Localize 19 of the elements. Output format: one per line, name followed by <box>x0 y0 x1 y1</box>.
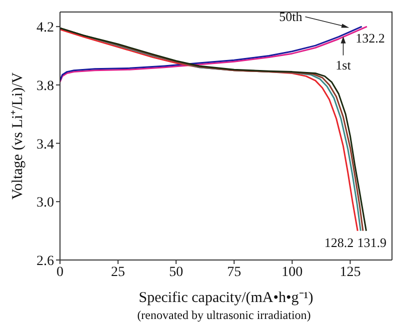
y-tick-label: 3.0 <box>36 196 54 211</box>
y-tick-label: 3.8 <box>36 78 54 94</box>
x-tick-label: 25 <box>111 264 126 280</box>
x-tick-label: 100 <box>282 264 303 280</box>
annotation: 1st <box>336 57 352 72</box>
annotation: 50th <box>279 8 303 24</box>
y-tick-label: 2.6 <box>36 254 54 269</box>
x-tick-label: 50 <box>169 264 184 280</box>
y-tick-label: 3.4 <box>36 137 54 152</box>
text: (renovated by ultrasonic irradiation) <box>136 308 312 323</box>
x-tick-label: 75 <box>227 264 242 280</box>
x-tick-label: 125 <box>340 264 361 280</box>
annotation: 128.2 <box>324 234 354 250</box>
x-tick-label: 0 <box>56 264 64 280</box>
annotation: 132.2 <box>356 30 385 46</box>
y-tick-label: 4.2 <box>36 20 54 36</box>
y-axis-title: Voltage (vs Li⁺/Li)/V <box>10 72 26 200</box>
x-axis-title: Specific capacity/(mA•h•g⁻¹) <box>138 290 314 306</box>
annotation: 131.9 <box>357 234 386 250</box>
